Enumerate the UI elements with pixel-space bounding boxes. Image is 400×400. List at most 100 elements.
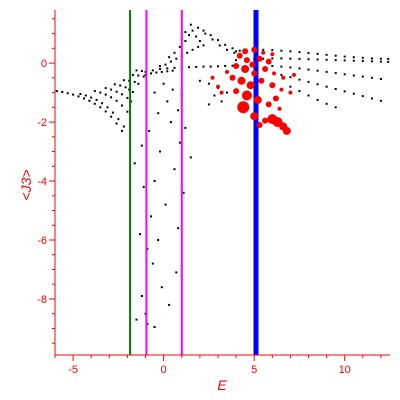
- data-point: [169, 121, 172, 124]
- data-point: [169, 60, 172, 63]
- data-point: [178, 45, 181, 48]
- data-point: [224, 43, 227, 46]
- data-point: [99, 106, 102, 109]
- data-point: [115, 99, 118, 102]
- data-point: [379, 99, 382, 102]
- data-point: [131, 73, 134, 76]
- data-point: [155, 71, 158, 74]
- data-point-large: [233, 63, 240, 69]
- data-point: [178, 141, 181, 144]
- data-point: [211, 38, 214, 41]
- data-point: [217, 39, 219, 42]
- data-point: [262, 48, 265, 51]
- y-axis-title: <J3>: [18, 169, 34, 200]
- data-point: [352, 92, 355, 95]
- data-point-large: [265, 58, 272, 65]
- data-point-large: [256, 55, 263, 62]
- data-point: [289, 85, 292, 88]
- data-point-large: [288, 90, 293, 95]
- data-point-large: [219, 90, 224, 95]
- data-point: [307, 52, 310, 55]
- data-point: [343, 90, 346, 93]
- tick-marks: [49, 18, 382, 361]
- data-point: [177, 227, 180, 230]
- data-point: [99, 91, 102, 94]
- data-point: [289, 50, 292, 53]
- data-point: [316, 52, 319, 55]
- data-point: [77, 95, 80, 98]
- data-point: [188, 66, 190, 69]
- data-point: [198, 40, 201, 42]
- data-point: [184, 31, 187, 34]
- data-point-large: [233, 88, 240, 95]
- data-point: [113, 83, 116, 86]
- data-point: [289, 66, 292, 69]
- data-point: [166, 70, 169, 73]
- data-point: [307, 58, 310, 61]
- data-point: [160, 286, 163, 289]
- data-point: [135, 318, 138, 321]
- data-point: [110, 115, 113, 118]
- x-tick-label: 10: [339, 364, 351, 376]
- x-axis-title: E: [217, 377, 227, 393]
- data-point: [61, 91, 64, 93]
- data-point: [83, 97, 85, 100]
- data-point: [142, 185, 145, 188]
- data-point: [280, 65, 283, 68]
- data-point-large: [256, 122, 263, 128]
- data-point: [207, 103, 210, 106]
- x-tick-label: 0: [161, 364, 167, 376]
- data-point: [325, 53, 328, 56]
- data-point: [72, 93, 75, 96]
- data-point: [191, 29, 194, 32]
- data-point: [159, 65, 161, 67]
- data-point-large: [229, 74, 236, 81]
- data-point: [115, 90, 118, 93]
- data-point: [370, 76, 373, 79]
- data-point: [298, 78, 301, 81]
- data-point-large: [265, 101, 272, 108]
- data-point: [352, 59, 355, 62]
- data-point: [235, 59, 238, 62]
- data-point: [168, 303, 171, 306]
- data-point: [307, 80, 310, 83]
- data-point-large: [237, 101, 250, 114]
- data-point: [352, 56, 355, 59]
- data-point: [189, 23, 192, 26]
- data-point: [343, 59, 346, 62]
- data-point: [370, 60, 373, 63]
- data-point-large: [270, 52, 275, 57]
- data-point: [121, 93, 123, 96]
- data-point: [175, 271, 178, 274]
- data-point-large: [210, 75, 215, 80]
- data-point-large: [251, 46, 258, 53]
- y-tick-label: -6: [37, 235, 47, 247]
- data-point: [231, 64, 234, 67]
- data-point-large: [250, 112, 259, 121]
- data-point: [224, 65, 227, 67]
- data-point: [104, 110, 107, 113]
- data-point: [164, 63, 167, 66]
- data-point: [387, 57, 390, 60]
- data-point: [334, 106, 337, 109]
- data-point: [159, 68, 161, 70]
- data-point: [104, 93, 107, 96]
- data-point: [171, 88, 174, 91]
- data-point: [117, 118, 120, 121]
- data-point: [153, 326, 156, 328]
- data-point: [186, 51, 189, 54]
- data-point-large: [277, 106, 282, 111]
- data-point: [122, 125, 125, 128]
- data-point: [334, 54, 337, 57]
- data-point-large: [241, 90, 252, 101]
- data-point: [135, 69, 138, 72]
- data-point: [316, 69, 319, 72]
- data-point: [334, 72, 337, 75]
- data-point: [124, 86, 127, 89]
- data-point-large: [237, 76, 246, 85]
- data-point: [226, 91, 228, 94]
- data-point: [271, 49, 274, 52]
- data-point: [316, 58, 319, 61]
- data-point: [173, 66, 176, 69]
